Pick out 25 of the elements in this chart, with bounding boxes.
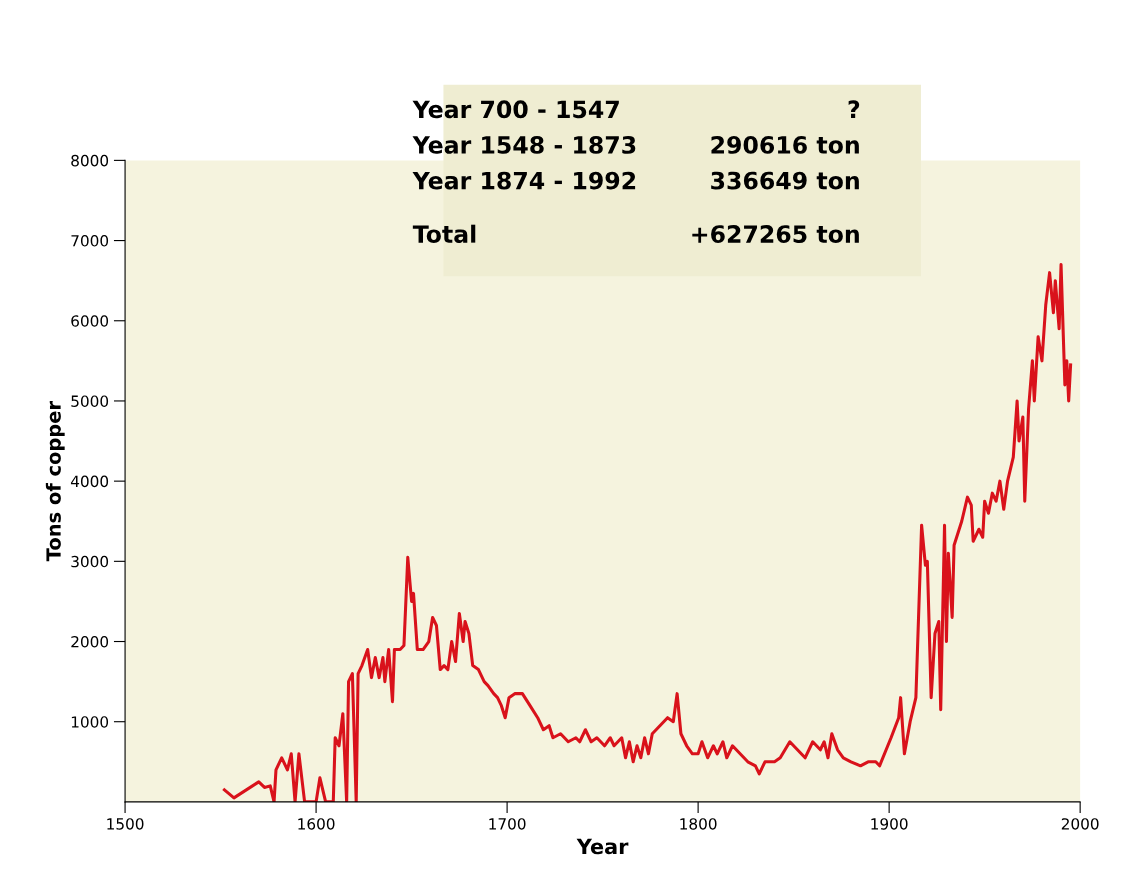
text: 290616 ton — [711, 136, 859, 154]
text: Year 700 - 1547 — [412, 100, 619, 119]
annotation: Total — [412, 224, 476, 243]
y-tick-label: 2000 — [71, 635, 109, 648]
x-tick-label: 1500 — [107, 818, 144, 830]
text: ? — [848, 100, 860, 118]
y-tick-label: 7000 — [71, 235, 109, 247]
x-axis-title: Year — [576, 838, 629, 855]
y-tick-label: 5000 — [71, 395, 109, 407]
x-tick-label: 2000 — [1061, 818, 1099, 830]
text: Year 1548 - 1873 — [412, 136, 636, 154]
annotation: +627265 ton — [692, 225, 859, 243]
x-tick-label: 1700 — [489, 818, 526, 830]
x-tick-label: 1800 — [680, 818, 717, 830]
y-tick-label: 1000 — [71, 716, 109, 728]
y-tick-label: 8000 — [71, 154, 109, 167]
annotation: Year 1874 - 1992 — [412, 171, 636, 190]
y-axis-title: Tons of copper — [45, 401, 65, 562]
y-tick-label: 3000 — [71, 555, 109, 568]
y-tick-label: 6000 — [71, 315, 109, 327]
line-series — [222, 263, 1073, 802]
x-tick-label: 1900 — [871, 818, 908, 830]
y-tick-label: 4000 — [70, 475, 109, 488]
x-tick-label: 1600 — [298, 818, 335, 830]
annotation: 336649 ton — [711, 171, 859, 190]
